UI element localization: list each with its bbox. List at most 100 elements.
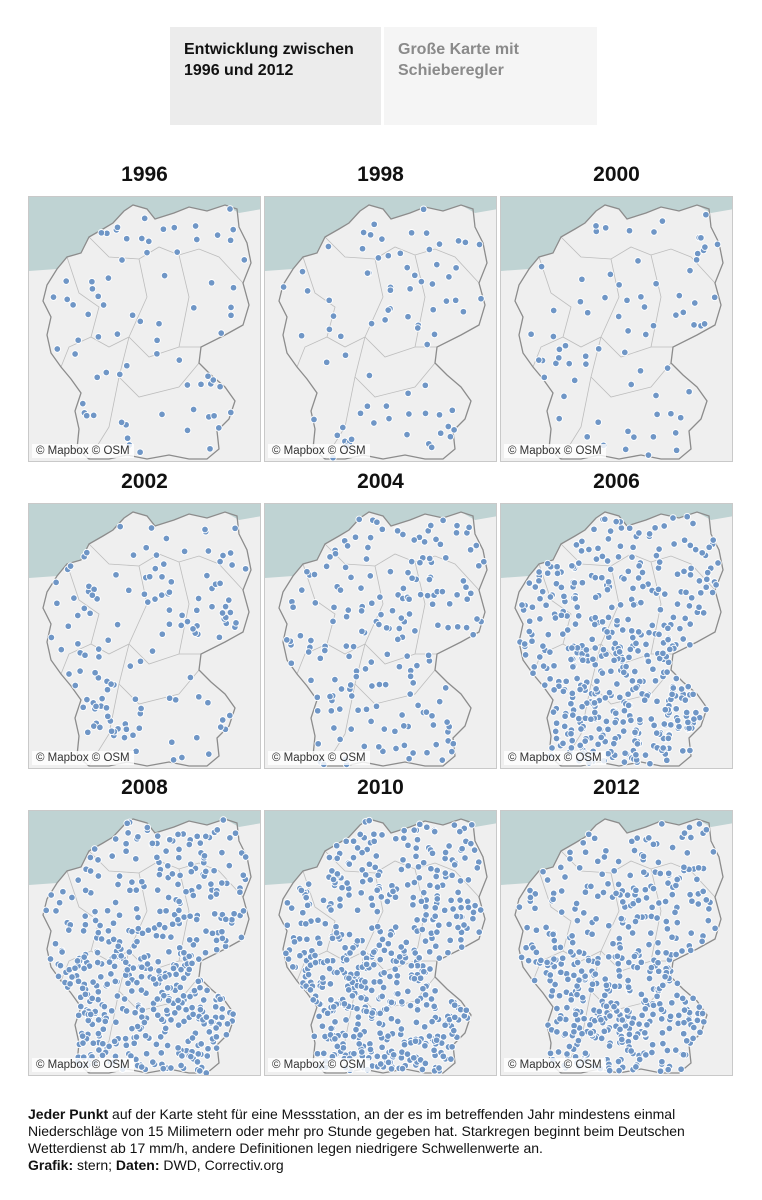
- station-dot[interactable]: [608, 603, 616, 612]
- station-dot[interactable]: [188, 959, 196, 968]
- station-dot[interactable]: [414, 324, 422, 332]
- station-dot[interactable]: [376, 977, 384, 986]
- station-map-2004[interactable]: © Mapbox © OSM: [264, 503, 497, 769]
- station-dot[interactable]: [183, 381, 192, 389]
- station-dot[interactable]: [632, 1063, 640, 1071]
- station-dot[interactable]: [303, 287, 312, 295]
- station-dot[interactable]: [634, 647, 642, 655]
- station-dot[interactable]: [569, 663, 577, 671]
- station-dot[interactable]: [593, 959, 602, 967]
- station-dot[interactable]: [552, 719, 561, 727]
- station-dot[interactable]: [528, 603, 537, 611]
- station-dot[interactable]: [162, 847, 170, 855]
- station-dot[interactable]: [355, 515, 363, 524]
- station-dot[interactable]: [668, 890, 677, 899]
- station-dot[interactable]: [212, 1024, 220, 1032]
- station-dot[interactable]: [430, 330, 439, 339]
- station-dot[interactable]: [376, 1029, 384, 1037]
- station-dot[interactable]: [459, 577, 468, 585]
- station-dot[interactable]: [634, 574, 643, 582]
- station-dot[interactable]: [65, 926, 73, 934]
- station-dot[interactable]: [212, 1033, 221, 1041]
- station-dot[interactable]: [370, 220, 378, 229]
- station-dot[interactable]: [550, 662, 558, 670]
- station-dot[interactable]: [448, 871, 456, 880]
- station-dot[interactable]: [680, 863, 688, 871]
- station-dot[interactable]: [620, 668, 628, 677]
- station-dot[interactable]: [396, 249, 405, 258]
- station-dot[interactable]: [212, 890, 221, 898]
- station-dot[interactable]: [420, 888, 428, 897]
- station-dot[interactable]: [562, 677, 570, 686]
- station-dot[interactable]: [74, 611, 82, 620]
- station-dot[interactable]: [160, 560, 168, 568]
- station-dot[interactable]: [213, 826, 222, 834]
- station-dot[interactable]: [394, 1017, 402, 1026]
- station-dot[interactable]: [615, 972, 624, 980]
- station-dot[interactable]: [422, 911, 430, 919]
- station-dot[interactable]: [656, 869, 665, 878]
- station-dot[interactable]: [602, 717, 611, 726]
- station-map-2012[interactable]: © Mapbox © OSM: [500, 810, 733, 1076]
- station-dot[interactable]: [47, 891, 55, 899]
- station-dot[interactable]: [361, 871, 370, 879]
- station-dot[interactable]: [649, 884, 658, 893]
- station-dot[interactable]: [454, 888, 462, 897]
- station-dot[interactable]: [307, 636, 315, 645]
- station-dot[interactable]: [88, 277, 96, 286]
- station-dot[interactable]: [149, 975, 158, 983]
- station-dot[interactable]: [355, 1040, 363, 1048]
- station-dot[interactable]: [382, 1005, 391, 1013]
- station-dot[interactable]: [104, 636, 112, 644]
- station-dot[interactable]: [556, 943, 565, 952]
- station-dot[interactable]: [124, 829, 132, 837]
- station-dot[interactable]: [680, 1006, 689, 1014]
- station-dot[interactable]: [218, 716, 227, 724]
- station-dot[interactable]: [74, 876, 82, 884]
- station-dot[interactable]: [631, 917, 640, 926]
- station-dot[interactable]: [374, 254, 383, 262]
- station-dot[interactable]: [664, 869, 673, 878]
- station-dot[interactable]: [451, 1013, 459, 1022]
- map-attribution[interactable]: © Mapbox © OSM: [268, 1058, 370, 1072]
- station-dot[interactable]: [375, 620, 383, 629]
- station-dot[interactable]: [413, 661, 421, 670]
- station-dot[interactable]: [395, 624, 404, 633]
- station-dot[interactable]: [418, 925, 427, 934]
- station-dot[interactable]: [518, 601, 526, 609]
- station-dot[interactable]: [110, 962, 119, 971]
- station-dot[interactable]: [430, 1046, 438, 1055]
- station-dot[interactable]: [377, 893, 386, 901]
- station-dot[interactable]: [435, 954, 444, 962]
- station-dot[interactable]: [68, 893, 76, 902]
- station-dot[interactable]: [86, 867, 95, 875]
- station-dot[interactable]: [193, 733, 201, 742]
- station-dot[interactable]: [413, 1006, 422, 1014]
- station-dot[interactable]: [672, 705, 680, 713]
- station-dot[interactable]: [386, 972, 394, 981]
- station-dot[interactable]: [193, 1058, 202, 1066]
- station-dot[interactable]: [398, 711, 406, 719]
- station-dot[interactable]: [672, 881, 680, 890]
- station-dot[interactable]: [392, 834, 400, 843]
- station-dot[interactable]: [631, 667, 639, 676]
- station-dot[interactable]: [627, 627, 636, 635]
- station-dot[interactable]: [597, 1034, 606, 1043]
- station-dot[interactable]: [447, 896, 455, 905]
- station-dot[interactable]: [546, 648, 554, 656]
- station-dot[interactable]: [174, 880, 182, 889]
- station-dot[interactable]: [553, 1028, 561, 1036]
- station-dot[interactable]: [99, 1025, 108, 1033]
- station-dot[interactable]: [94, 856, 102, 864]
- station-dot[interactable]: [456, 896, 464, 904]
- station-dot[interactable]: [628, 553, 636, 561]
- station-dot[interactable]: [444, 948, 452, 957]
- station-dot[interactable]: [630, 433, 638, 441]
- station-dot[interactable]: [387, 998, 396, 1007]
- station-dot[interactable]: [400, 741, 409, 750]
- station-dot[interactable]: [568, 938, 577, 947]
- station-dot[interactable]: [652, 729, 661, 737]
- station-dot[interactable]: [638, 568, 647, 577]
- station-dot[interactable]: [399, 530, 407, 539]
- station-dot[interactable]: [135, 724, 144, 732]
